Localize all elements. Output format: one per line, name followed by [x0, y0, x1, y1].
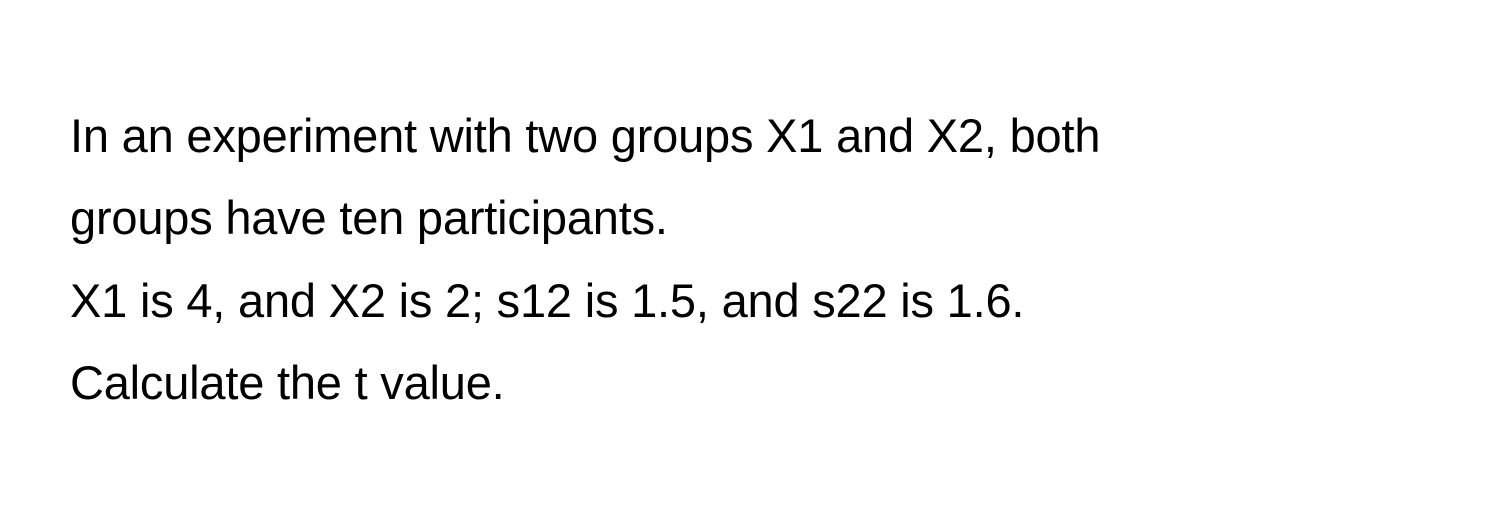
- text-line-3: X1 is 4, and X2 is 2; s12 is 1.5, and s2…: [70, 260, 1430, 342]
- text-line-2: groups have ten participants.: [70, 177, 1430, 259]
- problem-text: In an experiment with two groups X1 and …: [70, 95, 1430, 424]
- text-line-4: Calculate the t value.: [70, 342, 1430, 424]
- text-line-1: In an experiment with two groups X1 and …: [70, 95, 1430, 177]
